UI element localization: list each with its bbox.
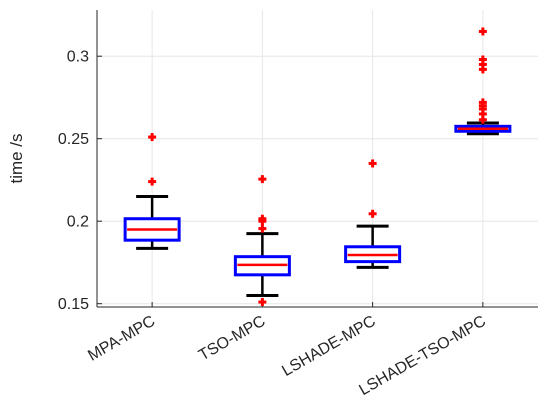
outlier-point [258, 298, 267, 307]
box-group [123, 133, 181, 250]
grid-lines [97, 10, 538, 307]
y-tick-label: 0.2 [67, 214, 89, 231]
box-group [454, 27, 512, 136]
box-group [344, 159, 402, 269]
y-tick-label: 0.25 [58, 131, 89, 148]
outlier-point [368, 159, 377, 168]
boxes [123, 27, 512, 307]
x-tick-label: LSHADE-MPC [279, 313, 378, 380]
outlier-point [258, 224, 267, 233]
outlier-point [368, 209, 377, 218]
axes [96, 10, 538, 308]
outlier-point [258, 175, 267, 184]
outlier-point [478, 27, 487, 36]
x-tick-label: MPA-MPC [85, 313, 158, 365]
y-tick-label: 0.3 [67, 49, 89, 66]
outlier-point [478, 55, 487, 64]
outlier-point [148, 133, 157, 142]
y-tick-label: 0.15 [58, 296, 89, 313]
box-group [233, 175, 291, 307]
outlier-point [148, 177, 157, 186]
y-axis-label: time /s [7, 133, 26, 183]
outlier-point [478, 98, 487, 107]
outlier-point [258, 214, 267, 223]
x-tick-label: TSO-MPC [196, 313, 268, 365]
